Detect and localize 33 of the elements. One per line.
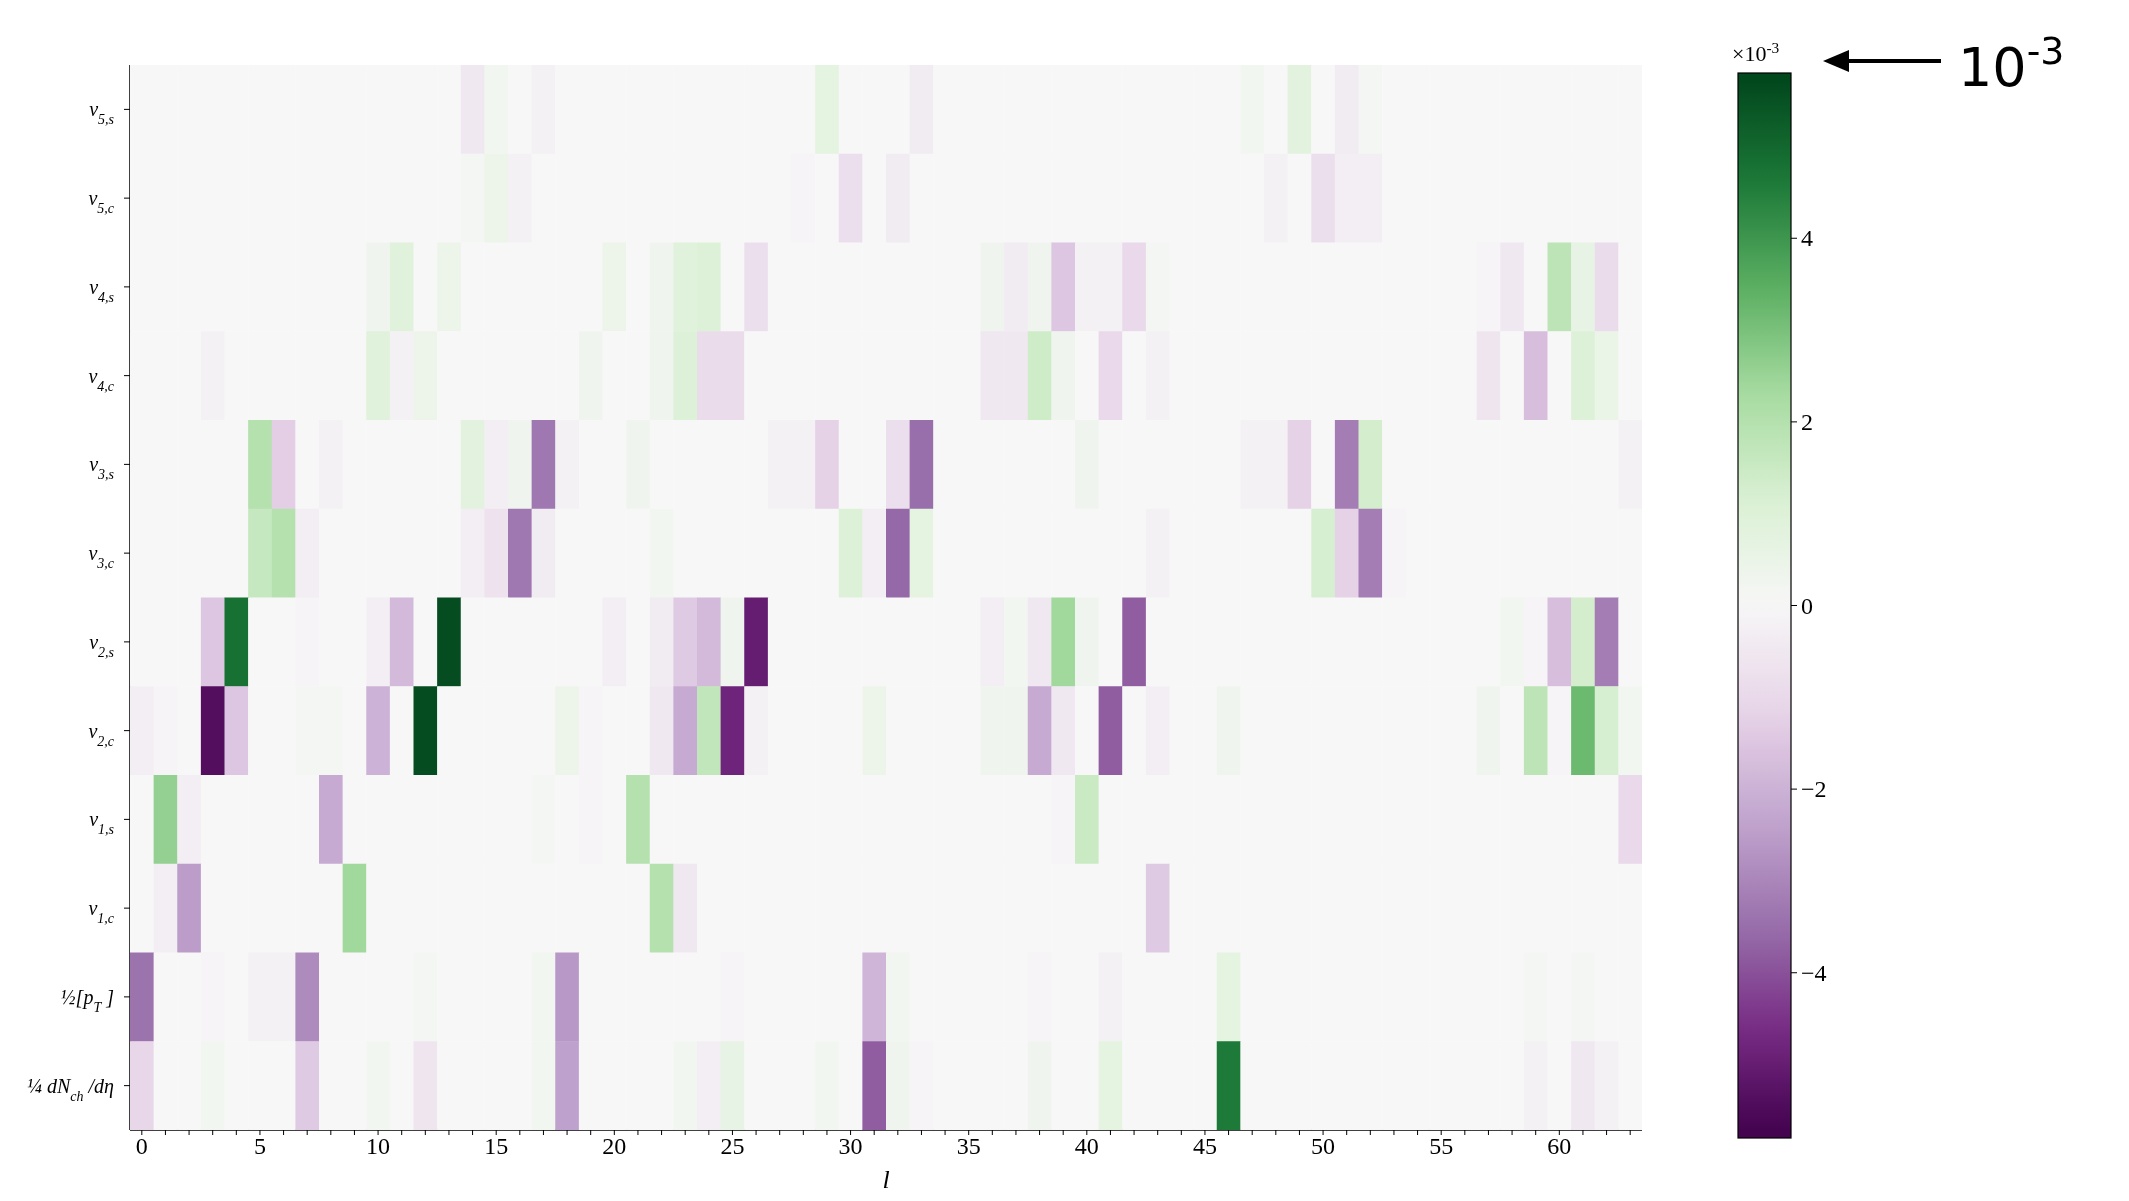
y-tick-label: v$_{5,s}$ — [89, 98, 115, 127]
x-tick-label: 50 — [1311, 1133, 1336, 1160]
y-tick-label: v$_{1,c}$ — [88, 897, 115, 926]
color-bar-label: 0 — [1801, 592, 1813, 619]
y-tick-label: v$_{3,c}$ — [88, 542, 115, 571]
x-tick-label: 20 — [602, 1133, 627, 1160]
x-tick-label: 15 — [484, 1133, 509, 1160]
x-tick-label: 55 — [1429, 1133, 1454, 1160]
x-tick-label: 35 — [956, 1133, 981, 1160]
y-tick-label: v$_{4,s}$ — [89, 275, 115, 305]
color-bar-label: −4 — [1801, 959, 1827, 986]
text: 10$^{-3}$ — [1958, 29, 2065, 99]
color-bar-label: −2 — [1801, 776, 1827, 803]
color-bar-title: ×10$^{-3}$ — [1732, 38, 1780, 66]
x-tick-label: 30 — [838, 1133, 863, 1160]
x-axis-title: l — [882, 1165, 890, 1194]
y-tick-label: v$_{4,c}$ — [88, 364, 115, 394]
color-bar-label: 4 — [1801, 225, 1813, 252]
x-tick-label: 0 — [135, 1133, 148, 1160]
x-tick-label: 40 — [1074, 1133, 1099, 1160]
y-tick-label: v$_{3,s}$ — [89, 453, 115, 482]
y-tick-label: v$_{2,s}$ — [89, 630, 115, 660]
y-tick-label: v$_{1,s}$ — [89, 808, 115, 837]
y-tick-label: v$_{2,c}$ — [88, 719, 115, 749]
x-tick-label: 5 — [253, 1133, 266, 1160]
y-tick-label: ¼ dN$_{ch}$/dη — [26, 1074, 115, 1104]
x-tick-label: 10 — [366, 1133, 391, 1160]
y-tick-label: ½[p$_{T}$] — [60, 985, 114, 1015]
y-tick-label: v$_{5,c}$ — [88, 187, 115, 216]
x-tick-label: 60 — [1547, 1133, 1572, 1160]
x-tick-label: 25 — [720, 1133, 745, 1160]
color-bar-label: 2 — [1801, 408, 1813, 435]
x-tick-label: 45 — [1192, 1133, 1217, 1160]
